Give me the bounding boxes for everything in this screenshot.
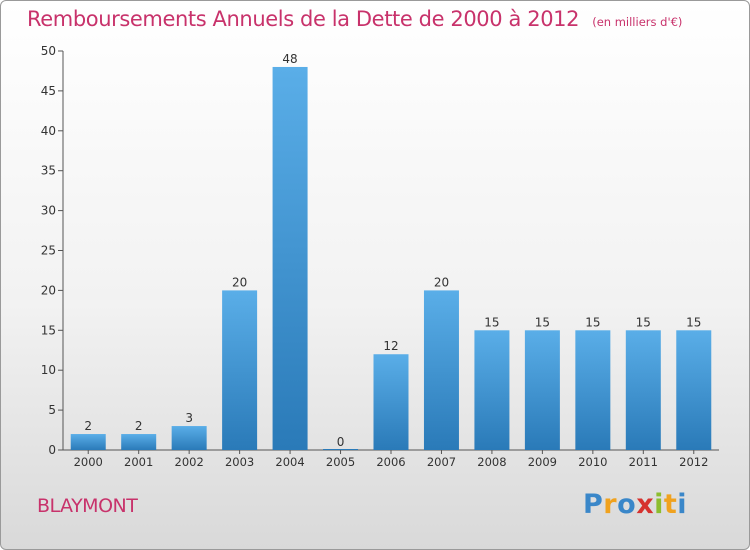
y-tick-label: 45 [41, 84, 56, 98]
bar [524, 330, 560, 450]
x-tick-label: 2001 [124, 455, 153, 469]
x-tick-label: 2010 [578, 455, 607, 469]
x-tick-label: 2004 [275, 455, 304, 469]
y-tick-label: 10 [41, 363, 56, 377]
bar [121, 434, 157, 450]
logo-letter: r [603, 489, 618, 520]
city-name: BLAYMONT [37, 495, 138, 517]
data-label: 0 [337, 435, 345, 449]
y-tick-label: 25 [41, 244, 56, 258]
data-label: 2 [84, 419, 92, 433]
proxiti-logo: Proxiti [583, 489, 687, 520]
y-tick-label: 0 [48, 443, 56, 457]
y-tick-label: 30 [41, 204, 56, 218]
y-tick-label: 20 [41, 283, 56, 297]
logo-letter: x [636, 489, 655, 520]
x-tick-label: 2005 [326, 455, 355, 469]
x-tick-label: 2000 [74, 455, 103, 469]
chart-title: Remboursements Annuels de la Dette de 20… [27, 7, 580, 31]
data-label: 15 [686, 315, 701, 329]
data-label: 3 [185, 411, 193, 425]
data-label: 20 [434, 275, 449, 289]
bar [272, 66, 308, 451]
x-tick-label: 2009 [528, 455, 557, 469]
data-label: 15 [636, 315, 651, 329]
data-label: 12 [383, 339, 398, 353]
bar [575, 330, 611, 450]
bar [676, 330, 712, 450]
data-label: 48 [282, 52, 297, 66]
x-tick-label: 2006 [376, 455, 405, 469]
data-label: 15 [585, 315, 600, 329]
bar [625, 330, 661, 450]
bar [423, 290, 459, 450]
y-tick-label: 15 [41, 323, 56, 337]
x-tick-label: 2003 [225, 455, 254, 469]
chart-subtitle: (en milliers d'€) [592, 15, 683, 29]
bar [474, 330, 510, 450]
x-tick-label: 2008 [477, 455, 506, 469]
data-label: 20 [232, 275, 247, 289]
x-tick-label: 2007 [427, 455, 456, 469]
y-tick-label: 35 [41, 164, 56, 178]
data-label: 15 [535, 315, 550, 329]
y-tick-label: 50 [41, 44, 56, 58]
logo-letter: i [654, 489, 664, 520]
logo-letter: t [663, 489, 678, 520]
logo-letter: o [617, 489, 637, 520]
bar [70, 434, 106, 450]
data-label: 15 [484, 315, 499, 329]
bar [222, 290, 258, 450]
logo-letter: P [583, 489, 604, 520]
data-label: 2 [135, 419, 143, 433]
y-tick-label: 40 [41, 124, 56, 138]
bar [171, 426, 207, 450]
x-tick-label: 2012 [679, 455, 708, 469]
title-row: Remboursements Annuels de la Dette de 20… [27, 7, 682, 31]
logo-letter: i [677, 489, 688, 520]
x-tick-label: 2011 [629, 455, 658, 469]
bar [323, 449, 359, 450]
x-tick-label: 2002 [175, 455, 204, 469]
y-tick-label: 5 [48, 403, 56, 417]
bar [373, 354, 409, 450]
